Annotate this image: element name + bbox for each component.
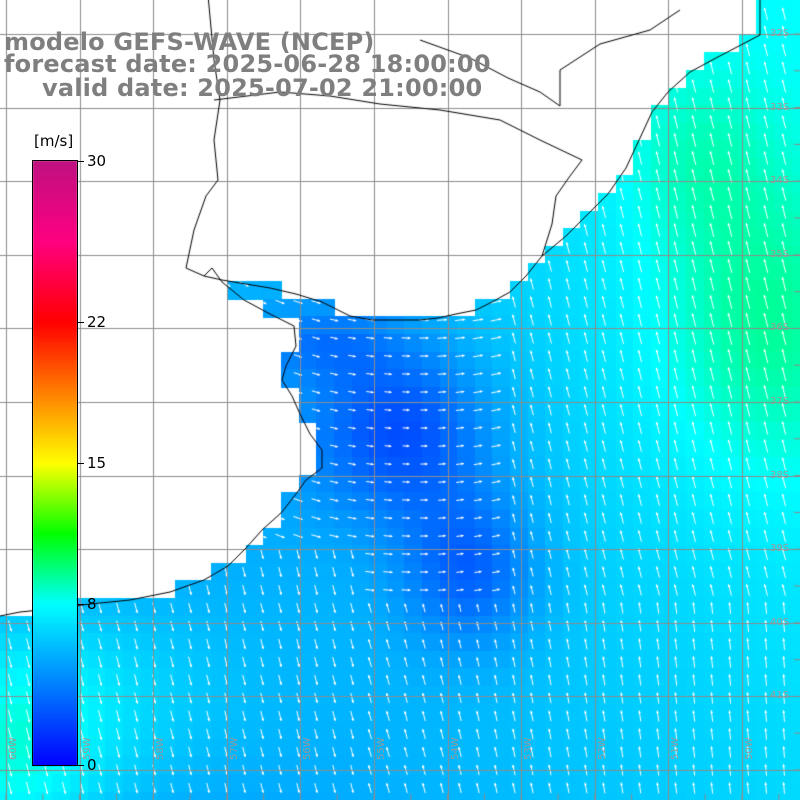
- wind-speed-map: [0, 0, 800, 800]
